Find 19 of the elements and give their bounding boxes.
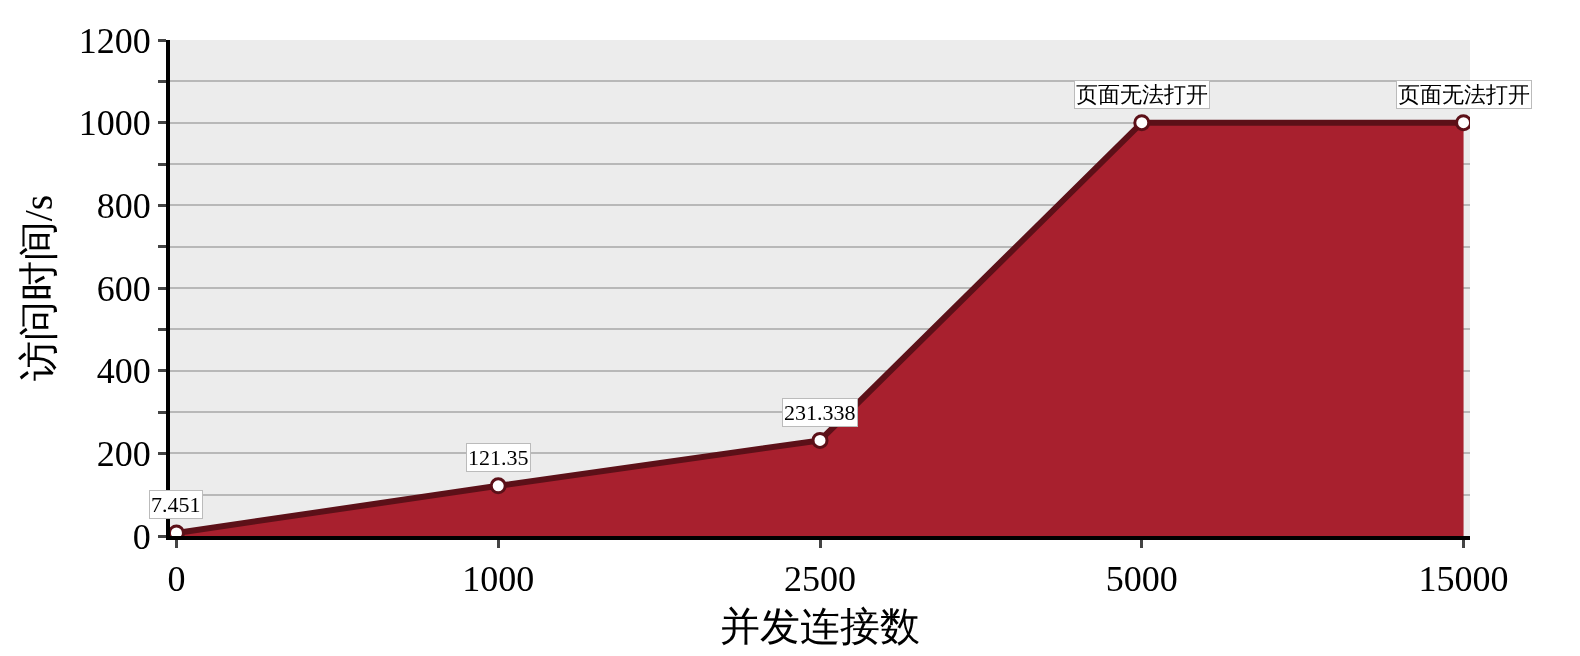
y-axis-title: 访问时间/s xyxy=(15,194,61,382)
y-tick-label: 1000 xyxy=(78,103,151,144)
x-tick-label: 1000 xyxy=(462,559,535,600)
data-label: 页面无法打开 xyxy=(1076,82,1208,107)
y-tick-label: 1200 xyxy=(78,20,151,61)
x-axis-title: 并发连接数 xyxy=(720,604,920,650)
y-tick-label: 200 xyxy=(96,433,151,474)
x-tick-label: 0 xyxy=(167,559,186,600)
y-tick-label: 400 xyxy=(96,351,151,392)
x-tick-label: 5000 xyxy=(1105,559,1178,600)
data-label: 页面无法打开 xyxy=(1398,82,1530,107)
y-tick-label: 0 xyxy=(132,516,151,557)
y-tick-label: 600 xyxy=(96,268,151,309)
data-label: 121.35 xyxy=(468,445,529,470)
data-label: 231.338 xyxy=(784,400,856,425)
y-tick-label: 800 xyxy=(96,185,151,226)
x-tick-label: 2500 xyxy=(784,559,856,600)
x-tick-label: 15000 xyxy=(1418,559,1509,600)
data-label: 7.451 xyxy=(151,492,201,517)
